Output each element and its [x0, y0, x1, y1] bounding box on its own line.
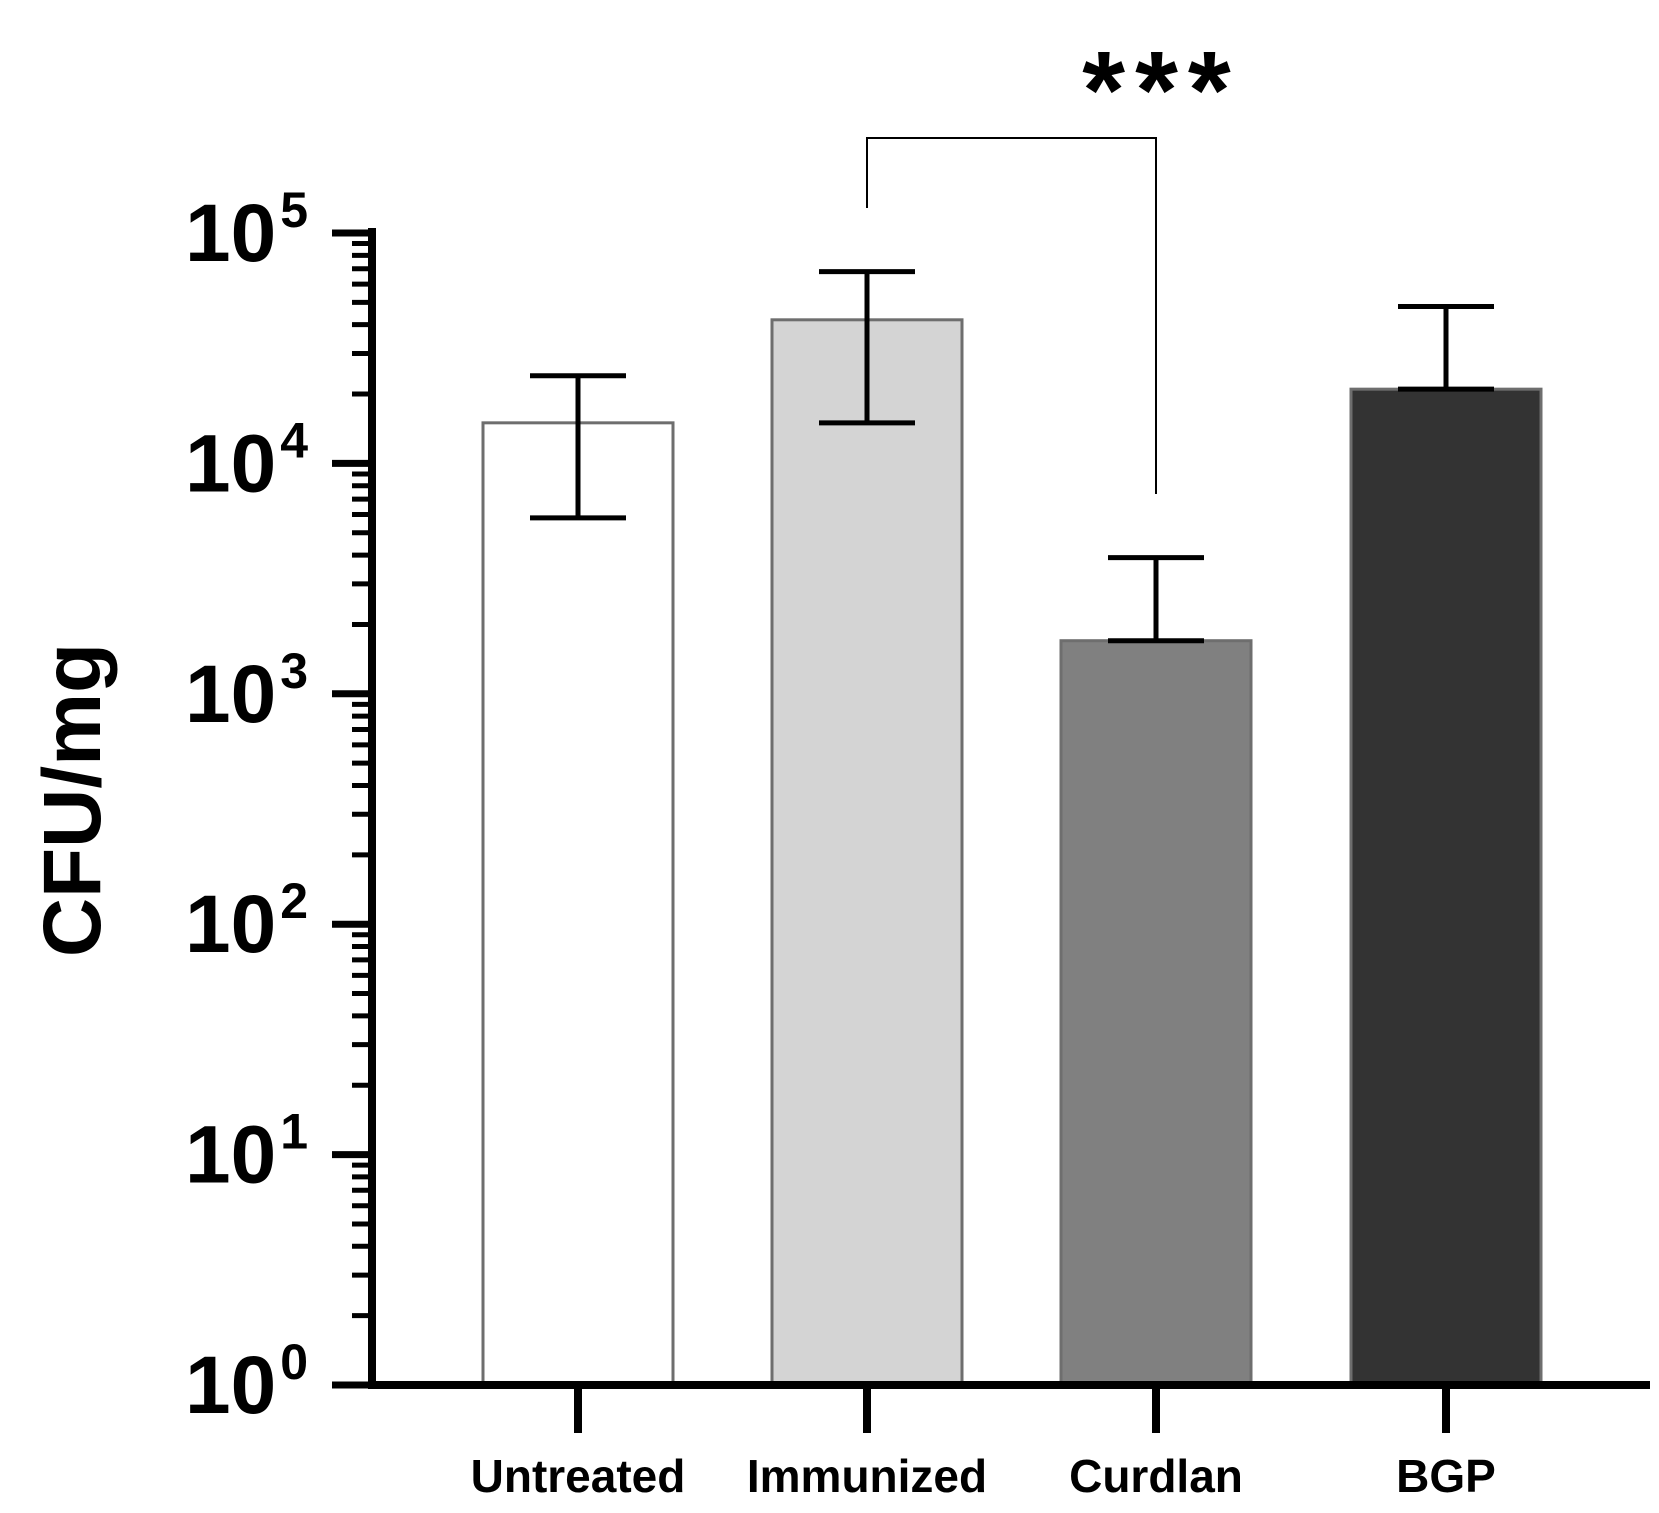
y-tick-label: 103 — [185, 643, 308, 740]
y-tick-label: 101 — [185, 1104, 308, 1201]
y-tick-label: 104 — [185, 412, 308, 509]
x-axis-category-labels: Untreated Immunized Curdlan BGP — [471, 1450, 1496, 1502]
x-axis-ticks — [574, 1385, 1450, 1433]
y-axis-tick-labels: 100 101 102 103 104 105 — [185, 182, 308, 1431]
bar-immunized — [770, 318, 964, 1387]
x-category-label: Untreated — [471, 1450, 686, 1502]
error-bars — [530, 269, 1494, 644]
bars — [481, 318, 1543, 1387]
y-axis-label: CFU/mg — [27, 643, 118, 957]
significance-annotation: *** — [866, 29, 1240, 494]
x-category-label: Immunized — [747, 1450, 987, 1502]
y-tick-label: 105 — [185, 182, 308, 279]
bar-untreated — [481, 421, 675, 1387]
x-category-label: BGP — [1396, 1450, 1496, 1502]
bar-bgp — [1349, 387, 1543, 1387]
significance-label: *** — [1082, 29, 1240, 152]
x-category-label: Curdlan — [1069, 1450, 1243, 1502]
significance-bracket — [866, 137, 1157, 494]
y-tick-label: 102 — [185, 873, 308, 970]
y-axis-ticks — [332, 229, 372, 1389]
bar-curdlan — [1059, 639, 1253, 1387]
y-tick-label: 100 — [185, 1334, 308, 1431]
